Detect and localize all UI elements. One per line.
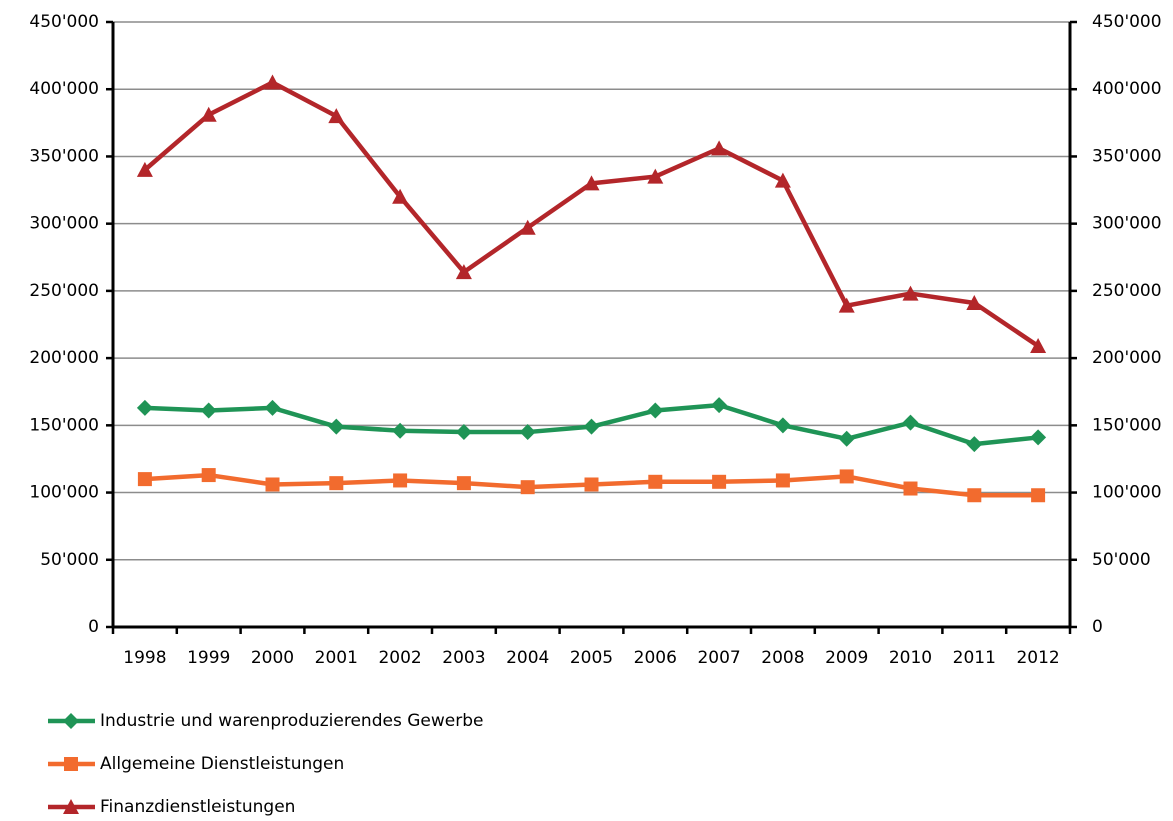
marker-triangle: [583, 175, 600, 191]
marker-square: [329, 476, 344, 491]
x-tick-label: 2004: [506, 648, 549, 668]
x-tick-label: 2005: [570, 648, 613, 668]
y-tick-label: 50'000: [40, 550, 99, 570]
marker-diamond: [136, 399, 153, 416]
y2-tick-label: 300'000: [1092, 214, 1162, 234]
marker-triangle: [136, 161, 153, 177]
x-tick-label: 2000: [251, 648, 294, 668]
x-tick-label: 2008: [761, 648, 804, 668]
marker-square: [1031, 488, 1046, 503]
x-tick-label: 2006: [634, 648, 677, 668]
marker-diamond: [328, 418, 345, 435]
series-line: [143, 80, 1040, 348]
x-tick-label: 2002: [378, 648, 421, 668]
marker-triangle: [200, 106, 217, 122]
y-tick-label: 100'000: [29, 483, 99, 503]
marker-diamond: [583, 418, 600, 435]
x-tick-label: 2009: [825, 648, 868, 668]
marker-triangle: [647, 168, 664, 184]
marker-diamond: [838, 430, 855, 447]
marker-square: [903, 481, 918, 496]
y-tick-label: 300'000: [29, 214, 99, 234]
marker-square: [265, 477, 280, 492]
marker-diamond: [966, 436, 983, 453]
legend-label: Finanzdienstleistungen: [100, 797, 295, 817]
x-tick-label: 1999: [187, 648, 230, 668]
y-tick-label: 0: [88, 617, 99, 637]
marker-diamond: [902, 414, 919, 431]
x-tick-label: 2012: [1016, 648, 1059, 668]
marker-diamond: [200, 402, 217, 419]
marker-square: [775, 473, 790, 488]
legend-label: Industrie und warenproduzierendes Gewerb…: [100, 711, 483, 731]
marker-triangle: [838, 297, 855, 313]
marker-square: [584, 477, 599, 492]
x-tick-label: 2003: [442, 648, 485, 668]
y-tick-label: 400'000: [29, 79, 99, 99]
marker-square: [201, 468, 216, 483]
y-tick-label: 450'000: [29, 12, 99, 32]
marker-diamond: [774, 417, 791, 434]
marker-square: [967, 488, 982, 503]
marker-square: [137, 472, 152, 487]
marker-diamond: [455, 424, 472, 441]
marker-triangle: [902, 285, 919, 301]
x-tick-label: 1998: [123, 648, 166, 668]
legend-label: Allgemeine Dienstleistungen: [100, 754, 344, 774]
marker-diamond: [711, 397, 728, 414]
marker-diamond: [647, 402, 664, 419]
y2-tick-label: 200'000: [1092, 348, 1162, 368]
marker-triangle: [966, 294, 983, 310]
y2-tick-label: 450'000: [1092, 12, 1162, 32]
y2-tick-label: 250'000: [1092, 281, 1162, 301]
marker-triangle: [711, 140, 728, 156]
marker-triangle: [1030, 338, 1047, 354]
marker-diamond: [63, 713, 79, 729]
y2-tick-label: 0: [1092, 617, 1103, 637]
y2-tick-label: 100'000: [1092, 483, 1162, 503]
marker-triangle: [774, 172, 791, 188]
y2-tick-label: 400'000: [1092, 79, 1162, 99]
x-tick-label: 2001: [315, 648, 358, 668]
marker-diamond: [1030, 429, 1047, 446]
marker-square: [64, 757, 78, 771]
marker-square: [456, 476, 471, 491]
marker-square: [839, 469, 854, 484]
marker-triangle: [392, 188, 409, 204]
marker-square: [520, 480, 535, 495]
marker-triangle: [328, 108, 345, 124]
marker-triangle: [264, 74, 281, 90]
marker-diamond: [264, 399, 281, 416]
y-tick-label: 150'000: [29, 415, 99, 435]
marker-diamond: [392, 422, 409, 439]
marker-triangle: [455, 264, 472, 280]
y2-tick-label: 50'000: [1092, 550, 1151, 570]
x-tick-label: 2011: [953, 648, 996, 668]
y-tick-label: 250'000: [29, 281, 99, 301]
marker-square: [648, 474, 663, 489]
marker-triangle: [63, 799, 79, 814]
marker-square: [712, 474, 727, 489]
marker-diamond: [519, 424, 536, 441]
y2-tick-label: 150'000: [1092, 415, 1162, 435]
x-tick-label: 2007: [697, 648, 740, 668]
y-tick-label: 200'000: [29, 348, 99, 368]
y-tick-label: 350'000: [29, 146, 99, 166]
marker-square: [393, 473, 408, 488]
marker-triangle: [519, 219, 536, 235]
y2-tick-label: 350'000: [1092, 146, 1162, 166]
x-tick-label: 2010: [889, 648, 932, 668]
